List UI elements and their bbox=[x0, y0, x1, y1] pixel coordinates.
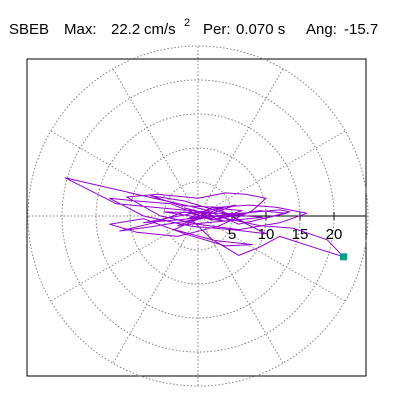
grid-spoke-120 bbox=[112, 68, 199, 217]
chart-header: SBEB Max: 22.2 cm/s 2 Per: 0.070 s Ang: … bbox=[9, 17, 378, 38]
ang-label: Ang: bbox=[306, 21, 337, 38]
orbit-trace bbox=[64, 177, 344, 258]
per-value: 0.070 s bbox=[236, 21, 285, 38]
polar-grid bbox=[27, 45, 369, 387]
grid-spoke-60 bbox=[197, 68, 284, 217]
grid-ring-5 bbox=[27, 45, 369, 387]
max-unit-exponent: 2 bbox=[184, 17, 190, 29]
station-code: SBEB bbox=[9, 21, 49, 38]
orbit-trace-group bbox=[64, 177, 344, 258]
peak-marker-group bbox=[340, 253, 348, 261]
grid-spoke-330 bbox=[197, 215, 346, 302]
grid-spoke-300 bbox=[197, 215, 284, 364]
x-axis-tick-label-20: 20 bbox=[326, 226, 343, 243]
max-label: Max: bbox=[64, 21, 97, 38]
grid-spoke-240 bbox=[112, 215, 199, 364]
grid-spoke-150 bbox=[50, 130, 199, 217]
peak-marker bbox=[340, 253, 348, 261]
max-value: 22.2 bbox=[111, 21, 140, 38]
per-label: Per: bbox=[203, 21, 231, 38]
plot-frame bbox=[26, 58, 367, 377]
x-axis-tick-label-15: 15 bbox=[292, 226, 309, 243]
grid-spoke-30 bbox=[197, 130, 346, 217]
x-axis-tick-label-5: 5 bbox=[228, 226, 236, 243]
x-axis-tick-label-10: 10 bbox=[258, 226, 275, 243]
ang-value: -15.7 bbox=[344, 21, 378, 38]
max-unit: cm/s bbox=[144, 21, 176, 38]
